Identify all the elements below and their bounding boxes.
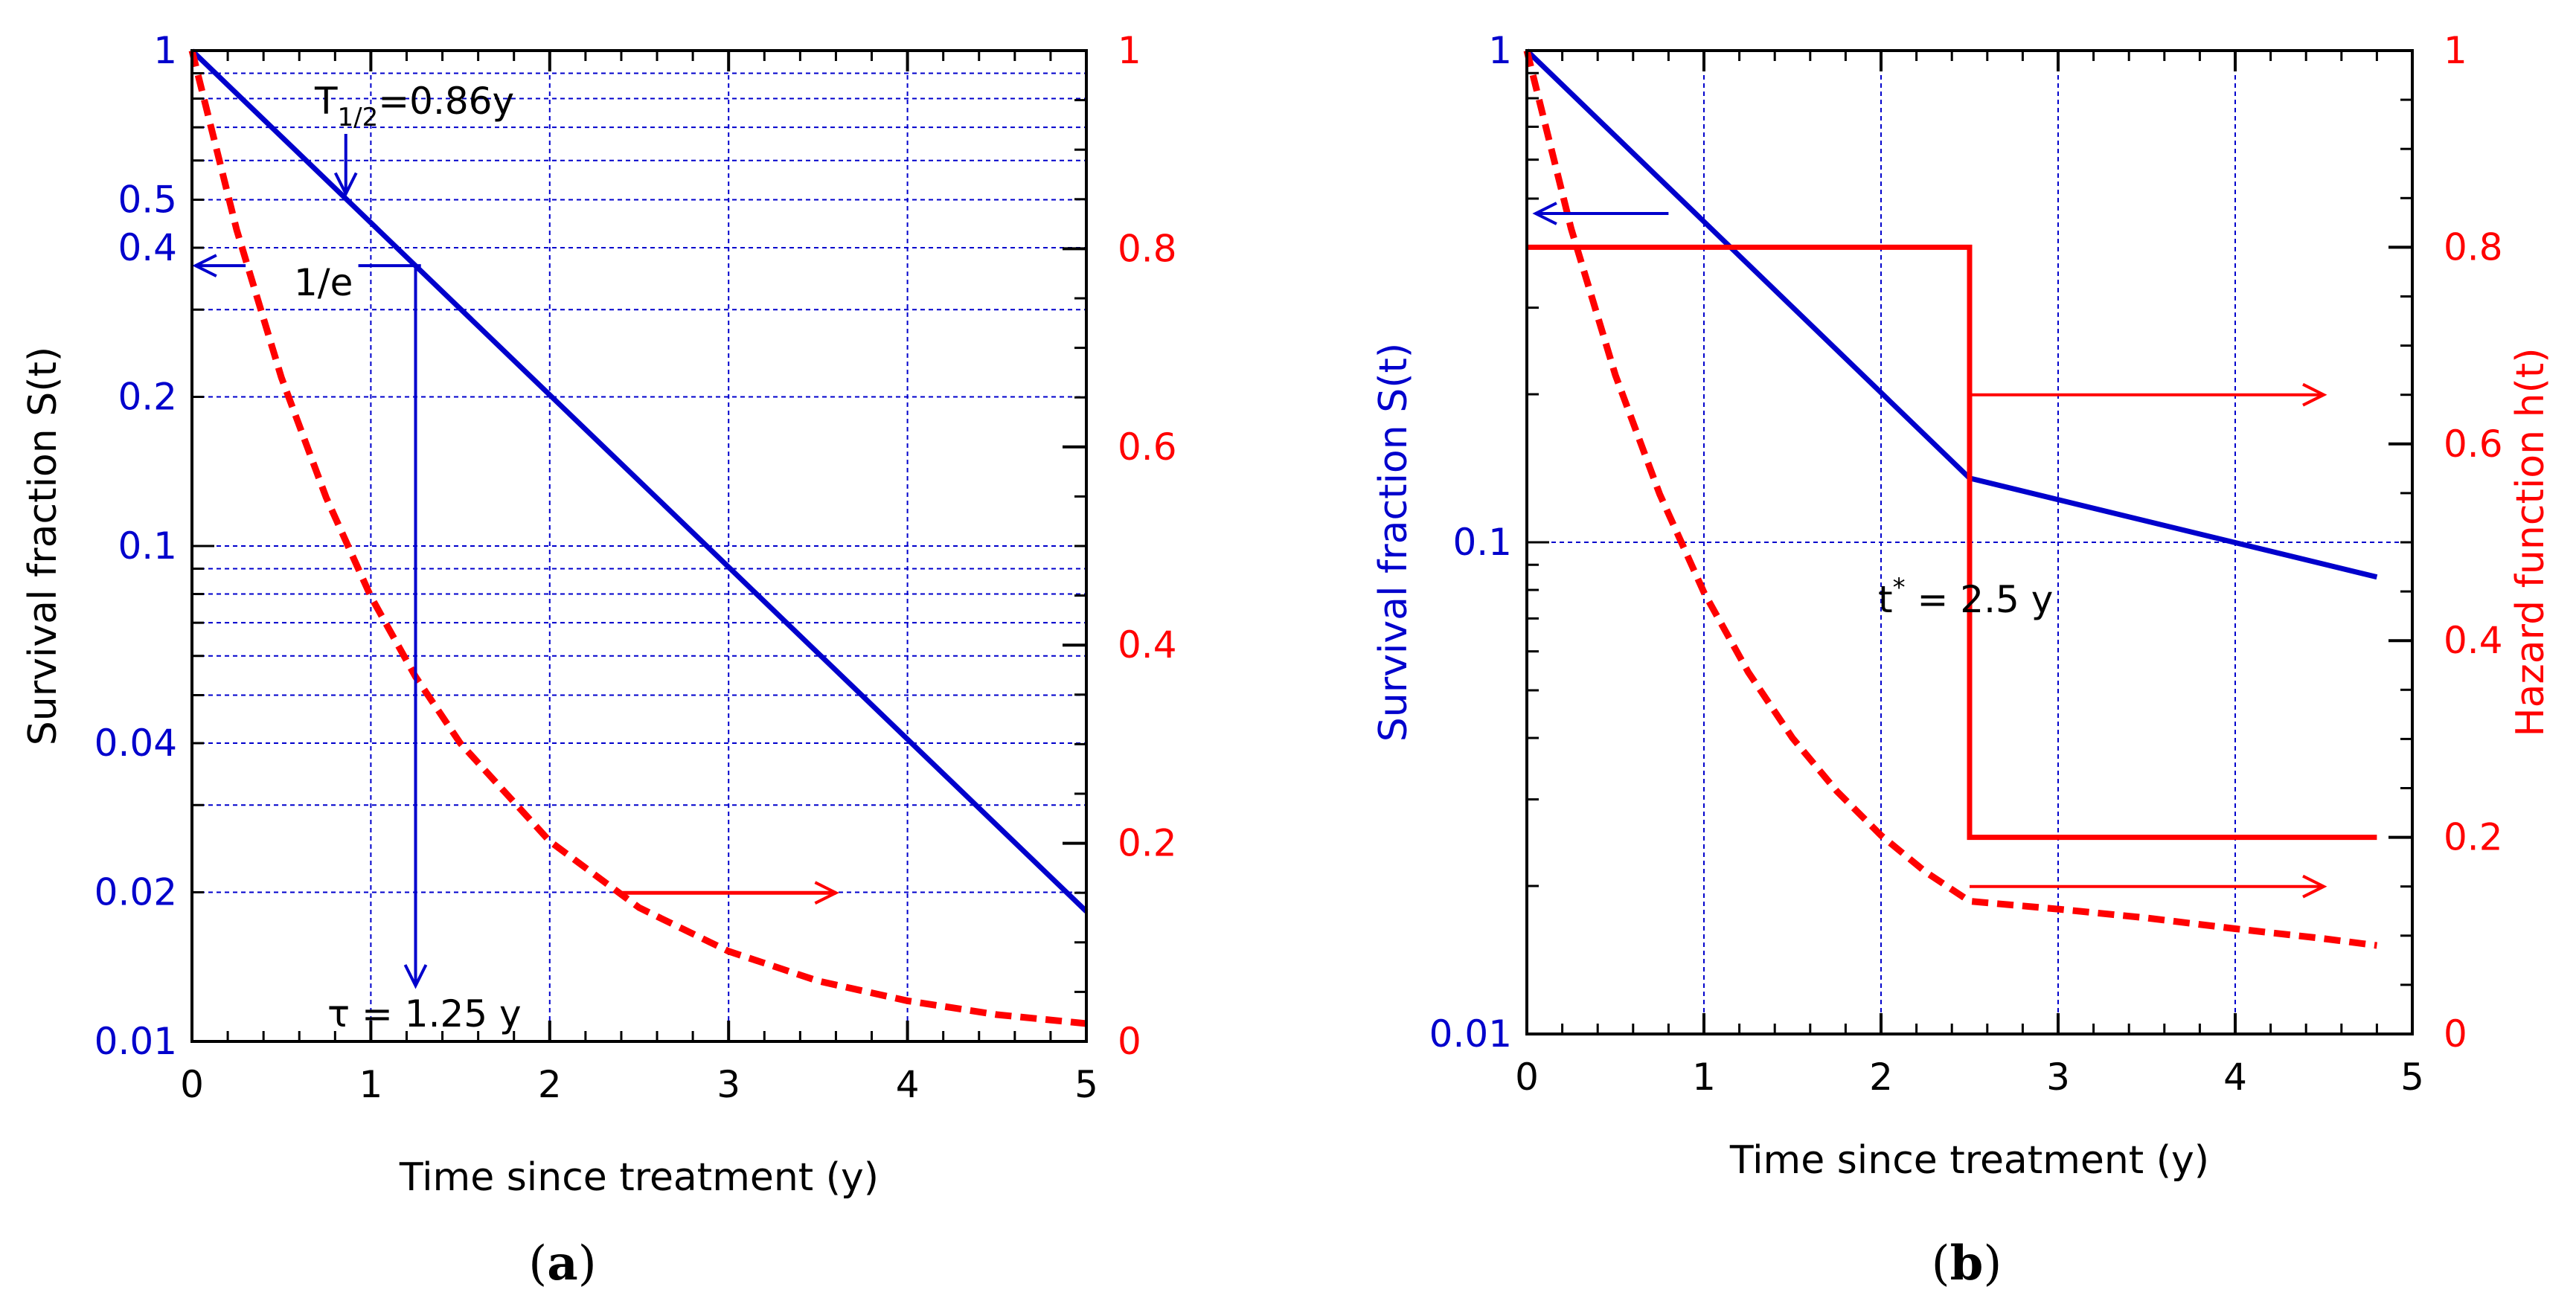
a-xtick-label-3: 3 bbox=[717, 1063, 740, 1106]
y-right-axis-label-b: Hazard function h(t) bbox=[2508, 348, 2553, 737]
a-yleft-label-3: 0.2 bbox=[118, 376, 177, 419]
survival-axis-arrow-head bbox=[1532, 202, 1557, 225]
t-star-suffix: = 2.5 y bbox=[1906, 578, 2054, 621]
a-xtick-label-4: 4 bbox=[896, 1063, 920, 1106]
y-axis-label-a: Survival fraction S(t) bbox=[21, 347, 65, 745]
b-series-2-line bbox=[1523, 49, 2377, 949]
panel-a: 0 1 2 3 4 5 1 0.5 0.4 0.2 0.1 0.04 0.02 0.01 0 0.2 0.4… bbox=[21, 29, 1177, 1291]
b-yright-label-2: 0.4 bbox=[2444, 619, 2503, 662]
panel-letter-b: b bbox=[1950, 1236, 1984, 1291]
a-yleft-label-2: 0.4 bbox=[118, 226, 177, 269]
x-tick-labels-b: 0 1 2 3 4 5 bbox=[1515, 1056, 2424, 1099]
series-a bbox=[188, 48, 1089, 1027]
b-yright-label-0: 0 bbox=[2444, 1012, 2467, 1056]
hazard-arrow-upper-head bbox=[2302, 382, 2327, 407]
half-life-label: T1/2=0.86y bbox=[314, 80, 514, 132]
hazard-arrow-lower-head bbox=[2302, 874, 2327, 899]
grid-a bbox=[192, 51, 1086, 1041]
y-axis-label-b: Survival fraction S(t) bbox=[1371, 343, 1416, 742]
tau-arrow-head bbox=[403, 964, 428, 989]
b-xtick-label-2: 2 bbox=[1869, 1056, 1893, 1099]
x-axis-label-a: Time since treatment (y) bbox=[399, 1155, 879, 1200]
a-xtick-label-5: 5 bbox=[1074, 1063, 1098, 1106]
y-left-tick-labels-b: 1 0.1 0.01 bbox=[1429, 29, 1512, 1056]
half-life-arrow-head bbox=[333, 172, 358, 197]
b-xtick-label-5: 5 bbox=[2400, 1056, 2424, 1099]
a-yright-label-5: 1 bbox=[1118, 29, 1141, 72]
plot-frame-b bbox=[1525, 49, 2414, 1035]
b-series-1-line bbox=[1527, 244, 2377, 841]
one-over-e-arrow-head bbox=[192, 254, 217, 277]
x-axis-label-b: Time since treatment (y) bbox=[1729, 1138, 2209, 1183]
x-tick-labels-a: 0 1 2 3 4 5 bbox=[180, 1063, 1098, 1106]
a-yright-label-2: 0.4 bbox=[1118, 623, 1177, 667]
a-xtick-label-2: 2 bbox=[538, 1063, 562, 1106]
annotations-a bbox=[192, 134, 839, 989]
a-yleft-label-5: 0.04 bbox=[94, 722, 177, 765]
a-yleft-label-4: 0.1 bbox=[118, 524, 177, 568]
panel-label-b: (b) bbox=[1932, 1236, 2002, 1291]
half-life-suffix: =0.86y bbox=[378, 80, 514, 123]
a-xtick-label-0: 0 bbox=[180, 1063, 204, 1106]
a-yright-label-0: 0 bbox=[1118, 1020, 1141, 1063]
y-left-tick-labels-a: 1 0.5 0.4 0.2 0.1 0.04 0.02 0.01 bbox=[94, 29, 177, 1063]
one-over-e-label: 1/e bbox=[294, 261, 353, 304]
b-series-0-line bbox=[1525, 48, 2378, 580]
half-life-prefix: T bbox=[314, 80, 338, 123]
series-b bbox=[1523, 48, 2378, 949]
annotations-b bbox=[1532, 202, 2327, 899]
a-xtick-label-1: 1 bbox=[359, 1063, 382, 1106]
a-yleft-label-6: 0.02 bbox=[94, 871, 177, 914]
half-life-subscript: 1/2 bbox=[338, 103, 379, 132]
y-right-tick-labels-b: 0 0.2 0.4 0.6 0.8 1 bbox=[2444, 29, 2503, 1056]
t-star-label: t* = 2.5 y bbox=[1878, 573, 2053, 621]
b-xtick-label-1: 1 bbox=[1692, 1056, 1716, 1099]
b-yleft-label-1: 0.1 bbox=[1452, 521, 1512, 564]
tau-label: τ = 1.25 y bbox=[327, 992, 522, 1035]
a-yleft-label-1: 0.5 bbox=[118, 178, 177, 221]
a-yleft-label-0: 1 bbox=[153, 29, 177, 72]
b-xtick-label-3: 3 bbox=[2046, 1056, 2070, 1099]
t-star-superscript: * bbox=[1893, 573, 1906, 603]
panel-b: 0 1 2 3 4 5 1 0.1 0.01 0 0.2 0.4 0.6 0.8 1 Time sinc… bbox=[1371, 29, 2553, 1291]
a-yright-label-4: 0.8 bbox=[1118, 227, 1177, 270]
a-series-1-line bbox=[188, 49, 1087, 1027]
b-yright-label-5: 1 bbox=[2444, 29, 2467, 72]
plot-frame-a bbox=[190, 49, 1088, 1043]
panel-letter-a: a bbox=[547, 1236, 577, 1291]
hazard-axis-arrow-head bbox=[814, 881, 839, 905]
panel-label-a: (a) bbox=[528, 1236, 596, 1291]
a-yright-label-3: 0.6 bbox=[1118, 426, 1177, 469]
a-yright-label-1: 0.2 bbox=[1118, 822, 1177, 865]
t-star-prefix: t bbox=[1878, 578, 1893, 621]
b-yright-label-4: 0.8 bbox=[2444, 225, 2503, 269]
b-xtick-label-4: 4 bbox=[2223, 1056, 2247, 1099]
b-yright-label-3: 0.6 bbox=[2444, 423, 2503, 466]
b-yleft-label-0: 1 bbox=[1488, 29, 1512, 72]
b-yleft-label-2: 0.01 bbox=[1429, 1012, 1512, 1056]
a-series-0-line bbox=[190, 48, 1089, 913]
a-yleft-label-7: 0.01 bbox=[94, 1020, 177, 1063]
y-right-tick-labels-a: 0 0.2 0.4 0.6 0.8 1 bbox=[1118, 29, 1177, 1063]
b-yright-label-1: 0.2 bbox=[2444, 816, 2503, 859]
b-xtick-label-0: 0 bbox=[1515, 1056, 1539, 1099]
